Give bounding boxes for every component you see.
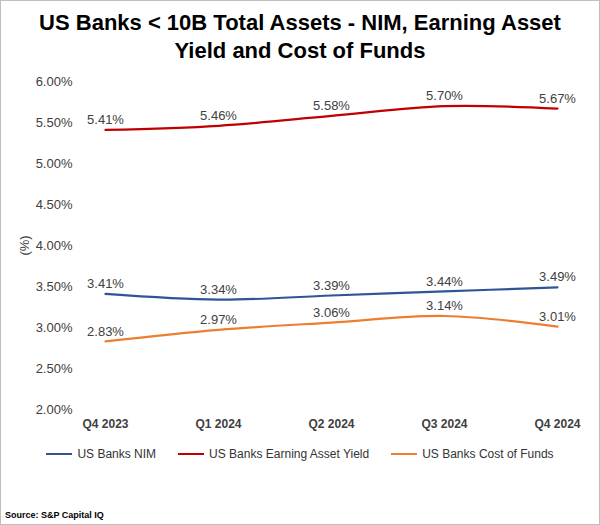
html-text:US Banks Cost of Funds: US Banks Cost of Funds bbox=[422, 447, 554, 461]
svg-text:3.34%: 3.34% bbox=[200, 282, 237, 297]
svg-text:Q1 2024: Q1 2024 bbox=[195, 417, 241, 431]
svg-text:4.00%: 4.00% bbox=[36, 238, 73, 253]
svg-text:3.00%: 3.00% bbox=[36, 320, 73, 335]
svg-text:5.67%: 5.67% bbox=[539, 91, 576, 106]
svg-text:Q3 2024: Q3 2024 bbox=[421, 417, 467, 431]
svg-text:(%): (%) bbox=[17, 235, 32, 255]
svg-text:5.58%: 5.58% bbox=[313, 98, 350, 113]
svg-text:2.83%: 2.83% bbox=[87, 324, 124, 339]
svg-text:6.00%: 6.00% bbox=[36, 74, 73, 89]
svg-text:3.41%: 3.41% bbox=[87, 276, 124, 291]
svg-text:4.50%: 4.50% bbox=[36, 197, 73, 212]
svg-text:Q2 2024: Q2 2024 bbox=[308, 417, 354, 431]
svg-text:3.01%: 3.01% bbox=[539, 309, 576, 324]
html-text:Source: S&P Capital IQ: Source: S&P Capital IQ bbox=[5, 510, 104, 520]
svg-text:2.97%: 2.97% bbox=[200, 312, 237, 327]
svg-text:5.70%: 5.70% bbox=[426, 88, 463, 103]
svg-text:Q4 2023: Q4 2023 bbox=[82, 417, 128, 431]
svg-text:5.50%: 5.50% bbox=[36, 115, 73, 130]
svg-text:2.50%: 2.50% bbox=[36, 361, 73, 376]
svg-text:3.44%: 3.44% bbox=[426, 274, 463, 289]
svg-text:2.00%: 2.00% bbox=[36, 402, 73, 417]
svg-text:5.41%: 5.41% bbox=[87, 112, 124, 127]
svg-text:5.00%: 5.00% bbox=[36, 156, 73, 171]
svg-text:3.14%: 3.14% bbox=[426, 298, 463, 313]
svg-text:Q4 2024: Q4 2024 bbox=[534, 417, 580, 431]
svg-text:3.50%: 3.50% bbox=[36, 279, 73, 294]
svg-text:3.39%: 3.39% bbox=[313, 278, 350, 293]
svg-text:5.46%: 5.46% bbox=[200, 108, 237, 123]
html-text:US Banks < 10B Total Assets -: US Banks < 10B Total Assets - NIM, Earni… bbox=[39, 10, 561, 63]
svg-text:3.49%: 3.49% bbox=[539, 269, 576, 284]
html-text:US Banks NIM: US Banks NIM bbox=[77, 447, 157, 461]
html-text:US Banks Earning Asset Yield: US Banks Earning Asset Yield bbox=[209, 447, 370, 461]
svg-text:3.06%: 3.06% bbox=[313, 305, 350, 320]
